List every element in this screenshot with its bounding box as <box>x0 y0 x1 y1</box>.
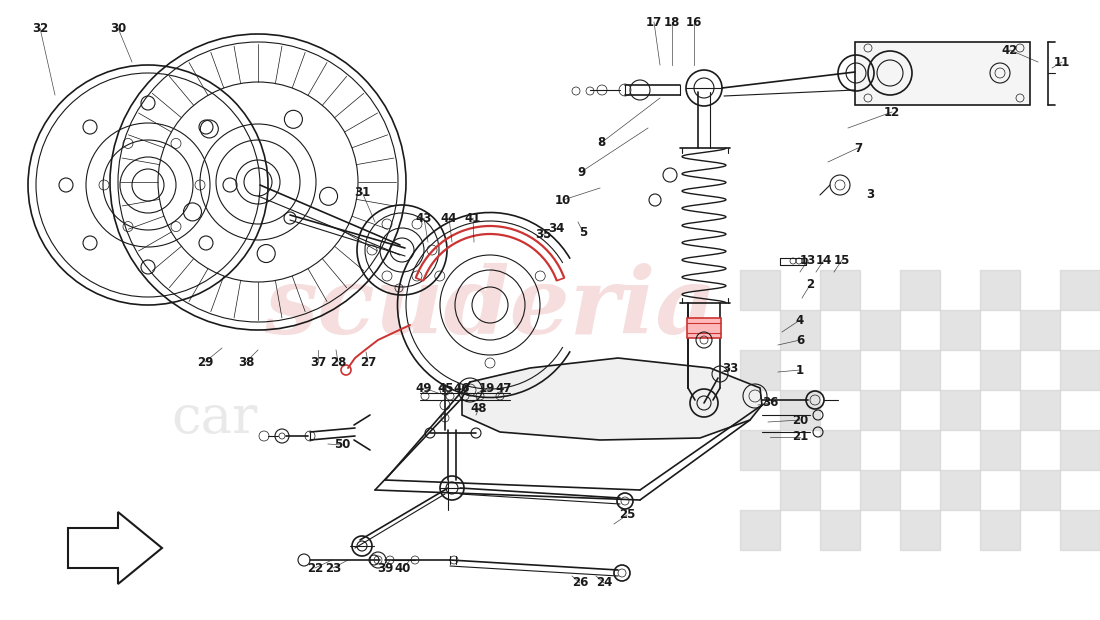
Text: 15: 15 <box>834 254 850 267</box>
Text: 22: 22 <box>307 562 323 575</box>
Text: 31: 31 <box>354 185 370 198</box>
Text: 16: 16 <box>685 16 702 29</box>
Text: 41: 41 <box>465 211 481 224</box>
Text: 26: 26 <box>572 577 588 590</box>
Text: 10: 10 <box>554 193 571 206</box>
Text: 50: 50 <box>333 438 350 451</box>
Text: 45: 45 <box>438 381 454 394</box>
Text: 2: 2 <box>806 278 814 291</box>
Bar <box>900 350 940 390</box>
Bar <box>1060 430 1100 470</box>
Text: 12: 12 <box>884 105 900 118</box>
Text: 36: 36 <box>762 397 778 409</box>
Polygon shape <box>68 512 162 584</box>
Text: 14: 14 <box>816 254 833 267</box>
Text: 23: 23 <box>324 562 341 575</box>
Text: 21: 21 <box>792 430 808 443</box>
Text: 44: 44 <box>441 211 458 224</box>
Text: 1: 1 <box>796 363 804 376</box>
Text: 35: 35 <box>535 228 551 241</box>
Text: 7: 7 <box>854 141 862 154</box>
Text: 33: 33 <box>722 361 738 374</box>
Bar <box>980 270 1020 310</box>
Bar <box>1020 310 1060 350</box>
Bar <box>1020 470 1060 510</box>
Bar <box>820 270 860 310</box>
Text: 38: 38 <box>238 355 254 368</box>
Bar <box>980 510 1020 550</box>
Bar <box>940 390 980 430</box>
Text: 9: 9 <box>576 166 585 179</box>
Text: scuderia: scuderia <box>264 263 716 353</box>
Text: 37: 37 <box>310 355 326 368</box>
Bar <box>820 350 860 390</box>
Text: 28: 28 <box>330 355 346 368</box>
Text: car: car <box>172 392 258 443</box>
Bar <box>780 390 820 430</box>
Bar <box>780 310 820 350</box>
Bar <box>900 270 940 310</box>
Text: 11: 11 <box>1054 56 1070 68</box>
Text: 43: 43 <box>416 211 432 224</box>
Bar <box>740 350 780 390</box>
Bar <box>740 270 780 310</box>
Text: 29: 29 <box>197 355 213 368</box>
Bar <box>1060 510 1100 550</box>
Polygon shape <box>855 42 1030 105</box>
Text: 4: 4 <box>796 314 804 327</box>
Text: 19: 19 <box>478 381 495 394</box>
Text: 49: 49 <box>416 381 432 394</box>
Bar <box>940 470 980 510</box>
Bar <box>860 310 900 350</box>
Text: 3: 3 <box>866 188 874 202</box>
Bar <box>688 318 720 338</box>
Bar <box>980 430 1020 470</box>
Bar <box>900 510 940 550</box>
Bar <box>860 390 900 430</box>
Text: 48: 48 <box>471 402 487 415</box>
Text: 27: 27 <box>360 355 376 368</box>
Text: 32: 32 <box>32 22 48 35</box>
Text: 46: 46 <box>453 381 471 394</box>
Text: 20: 20 <box>792 414 808 427</box>
Bar <box>740 430 780 470</box>
Polygon shape <box>462 358 762 440</box>
Bar <box>740 510 780 550</box>
Bar <box>1020 390 1060 430</box>
Bar <box>1060 350 1100 390</box>
Text: 5: 5 <box>579 226 587 239</box>
Text: 30: 30 <box>110 22 126 35</box>
Bar <box>980 350 1020 390</box>
Text: 39: 39 <box>377 562 393 575</box>
Bar <box>820 430 860 470</box>
Text: 25: 25 <box>619 508 635 521</box>
Text: 8: 8 <box>597 136 605 149</box>
Text: 40: 40 <box>395 562 411 575</box>
Bar <box>1060 270 1100 310</box>
Text: 17: 17 <box>646 16 662 29</box>
Text: 13: 13 <box>800 254 816 267</box>
Bar <box>900 430 940 470</box>
Bar <box>780 470 820 510</box>
Text: 18: 18 <box>663 16 680 29</box>
Text: 47: 47 <box>496 381 513 394</box>
Text: 42: 42 <box>1002 43 1019 56</box>
Text: 6: 6 <box>796 334 804 347</box>
Text: 34: 34 <box>548 221 564 234</box>
Text: 24: 24 <box>596 577 613 590</box>
Bar <box>940 310 980 350</box>
Bar <box>820 510 860 550</box>
Bar <box>860 470 900 510</box>
